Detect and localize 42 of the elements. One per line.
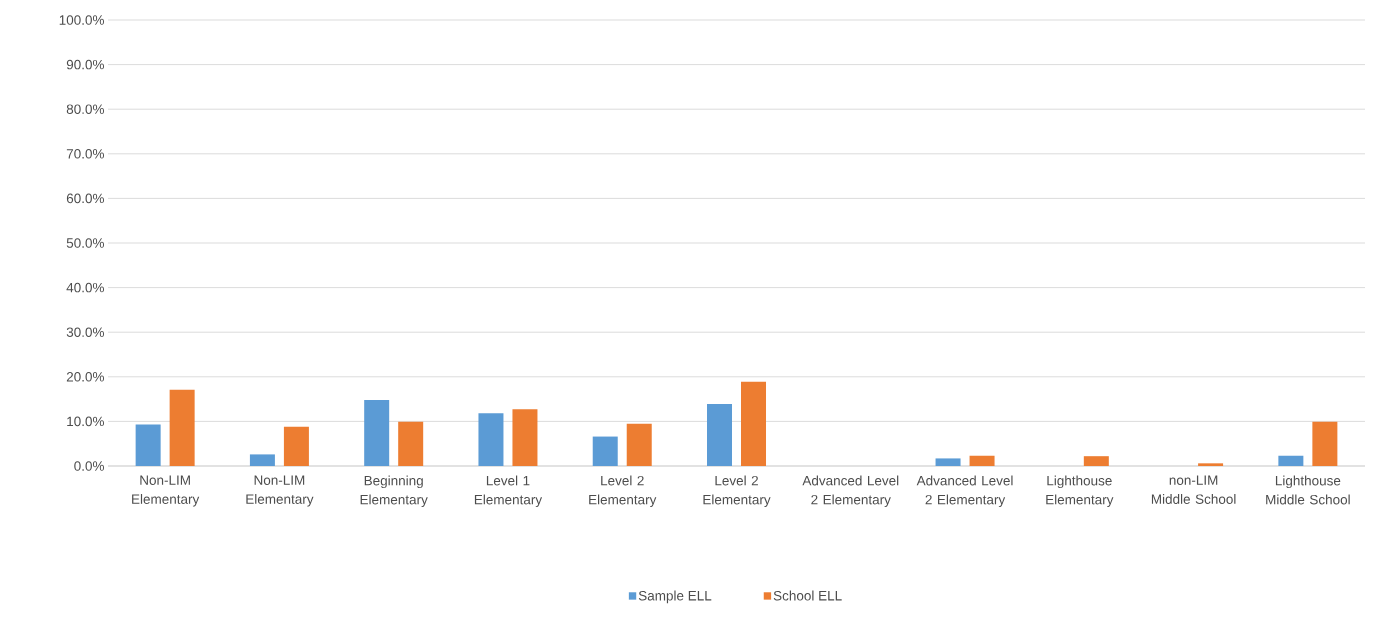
bar <box>283 426 309 466</box>
bar <box>398 421 424 466</box>
x-tick-label: Level 2 Elementary <box>589 475 657 508</box>
bar <box>249 454 275 466</box>
bar <box>741 381 766 466</box>
bar <box>1198 463 1224 466</box>
x-tick-label: Level 1 Elementary <box>474 475 543 508</box>
y-tick-label: 20.0% <box>66 372 104 382</box>
bar <box>364 399 390 466</box>
y-tick-label: 40.0% <box>66 282 104 293</box>
bar <box>135 424 161 466</box>
x-tick-label: Lighthouse Middle School <box>1266 475 1350 505</box>
legend-label: School ELL <box>773 590 842 601</box>
bar <box>1312 421 1338 466</box>
y-tick-label: 50.0% <box>66 238 104 248</box>
bar <box>935 458 961 466</box>
y-tick-label: 70.0% <box>66 149 104 159</box>
legend-label: Sample ELL <box>638 590 712 604</box>
bar <box>707 404 732 466</box>
y-tick-label: 10.0% <box>67 416 104 427</box>
bar <box>592 436 618 466</box>
y-tick-label: 30.0% <box>66 327 104 337</box>
bar <box>1083 456 1109 466</box>
x-tick-label: Lighthouse Elementary <box>1046 475 1114 508</box>
bar <box>969 455 995 466</box>
x-tick-label: Level 2 Elementary <box>703 475 771 508</box>
x-tick-label: Beginning Elementary <box>360 475 428 508</box>
bar <box>512 409 538 466</box>
x-tick-label: Advanced Level 2 Elementary <box>802 475 899 508</box>
x-tick-label: non-LIM Middle School <box>1151 475 1236 504</box>
x-tick-label: Non-LIM Elementary <box>246 475 314 507</box>
y-tick-label: 0.0% <box>74 461 104 471</box>
bar <box>1278 455 1304 466</box>
y-tick-label: 80.0% <box>66 104 104 114</box>
y-tick-label: 60.0% <box>66 193 104 204</box>
bar <box>478 413 504 466</box>
x-tick-label: Advanced Level 2 Elementary <box>916 475 1013 508</box>
bar <box>626 423 652 466</box>
bar <box>169 389 195 466</box>
y-tick-label: 90.0% <box>66 59 104 70</box>
y-tick-label: 100.0% <box>59 15 104 25</box>
x-tick-label: Non-LIM Elementary <box>132 475 200 507</box>
